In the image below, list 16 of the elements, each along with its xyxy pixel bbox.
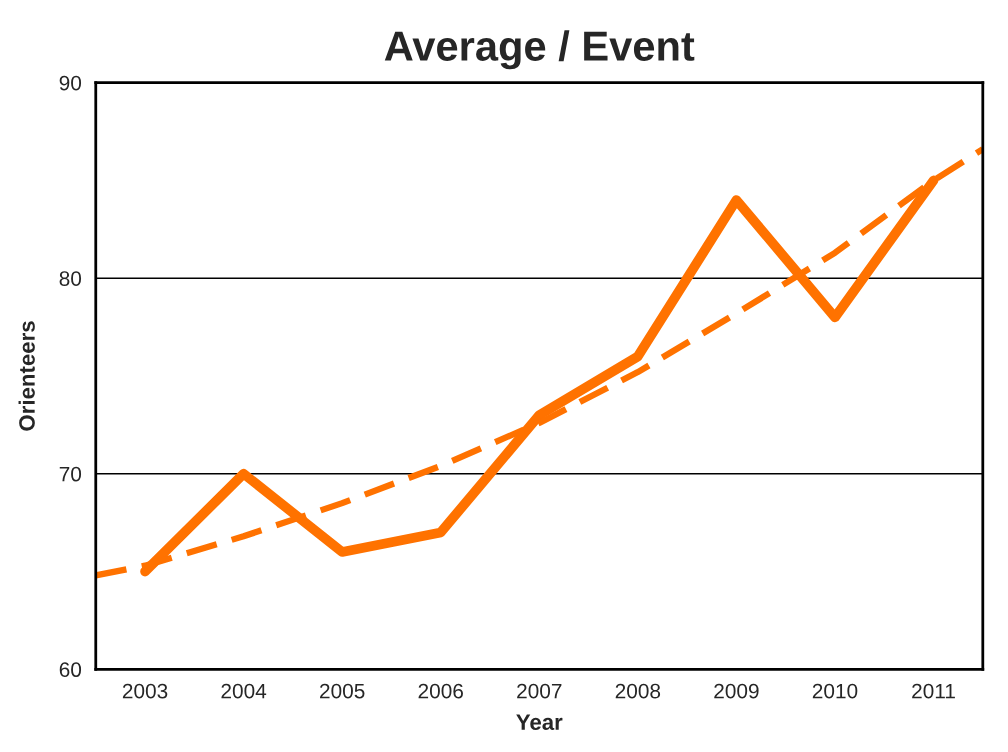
x-tick-label: 2003 [122, 683, 168, 699]
x-tick-label: 2010 [812, 683, 858, 699]
x-axis-title: Year [516, 714, 563, 731]
x-tick-label: 2005 [320, 683, 365, 699]
x-tick-label: 2009 [714, 683, 759, 699]
x-tick-label: 2011 [912, 683, 955, 699]
x-tick-label: 2006 [418, 683, 463, 699]
y-tick-label: 80 [59, 271, 82, 286]
x-tick-label: 2007 [517, 683, 562, 699]
x-tick-label: 2008 [615, 683, 661, 699]
y-tick-label: 60 [59, 662, 82, 678]
chart-title: Average / Event [384, 30, 695, 70]
y-axis-title: Orienteers [18, 321, 35, 431]
y-tick-label: 90 [59, 75, 82, 91]
x-tick-label: 2004 [221, 683, 267, 699]
y-tick-label: 70 [59, 466, 82, 482]
